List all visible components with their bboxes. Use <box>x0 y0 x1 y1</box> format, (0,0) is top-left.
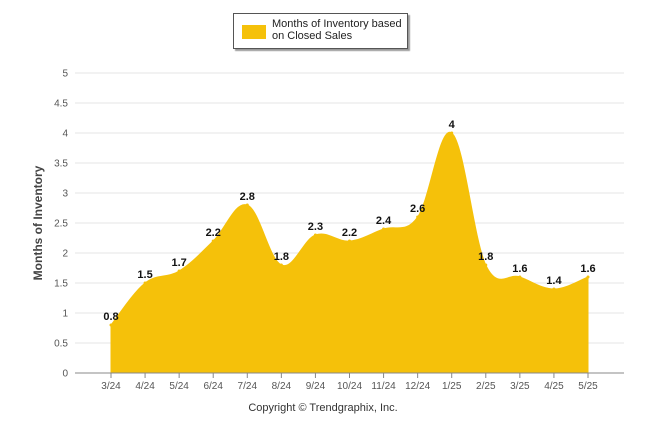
data-label: 1.5 <box>137 269 152 281</box>
y-tick-label: 1 <box>62 309 68 320</box>
legend-label: Months of Inventory based on Closed Sale… <box>272 18 402 42</box>
x-tick-label: 4/24 <box>135 381 155 392</box>
data-label: 2.2 <box>206 227 221 239</box>
x-tick-label: 5/24 <box>169 381 189 392</box>
y-tick-label: 4.5 <box>54 99 68 110</box>
data-point <box>313 233 317 237</box>
data-label: 1.8 <box>274 251 289 263</box>
x-tick-label: 11/24 <box>371 381 396 392</box>
y-tick-label: 5 <box>62 69 68 80</box>
data-point <box>143 281 147 285</box>
axis-layer: 0 0.5 1 1.5 2 2.5 3 3.5 4 4.5 5 3/24 4/24 5/24 6/24 7/2… <box>54 69 624 392</box>
data-point <box>109 323 113 327</box>
x-tick-label: 5/25 <box>578 381 598 392</box>
x-tick-label: 6/24 <box>203 381 223 392</box>
y-tick-label: 0.5 <box>54 339 68 350</box>
x-tick-label: 7/24 <box>238 381 258 392</box>
area-layer <box>109 131 590 374</box>
x-tick-label: 3/24 <box>101 381 121 392</box>
y-tick-label: 1.5 <box>54 279 68 290</box>
y-tick-label: 3 <box>62 189 68 200</box>
data-label: 2.4 <box>376 215 392 227</box>
data-label: 1.6 <box>512 263 527 275</box>
data-label: 1.4 <box>546 275 562 287</box>
data-label: 0.8 <box>103 311 118 323</box>
y-tick-label: 2 <box>62 249 68 260</box>
data-label: 1.8 <box>478 251 493 263</box>
data-point <box>450 131 454 135</box>
data-point <box>211 239 215 243</box>
data-point <box>518 275 522 279</box>
data-point <box>245 203 249 207</box>
x-tick-label: 4/25 <box>544 381 564 392</box>
data-label: 2.8 <box>240 191 255 203</box>
data-point <box>552 287 556 291</box>
y-axis-title: Months of Inventory <box>31 165 45 280</box>
data-label: 4 <box>449 119 456 131</box>
data-point <box>484 263 488 267</box>
x-tick-label: 2/25 <box>476 381 496 392</box>
copyright-text: Copyright © Trendgraphix, Inc. <box>248 402 398 414</box>
y-tick-label: 4 <box>62 129 68 140</box>
y-tick-label: 3.5 <box>54 159 68 170</box>
data-label: 2.6 <box>410 203 425 215</box>
x-tick-label: 9/24 <box>306 381 326 392</box>
y-tick-label: 2.5 <box>54 219 68 230</box>
data-label: 1.7 <box>171 257 186 269</box>
x-tick-label: 1/25 <box>442 381 462 392</box>
data-label-layer: 0.8 1.5 1.7 2.2 2.8 1.8 2.3 2.2 2.4 2.6 4 1.8 1.6 1.4… <box>103 119 595 323</box>
data-label: 2.3 <box>308 221 323 233</box>
data-label: 2.2 <box>342 227 357 239</box>
data-point <box>416 215 420 219</box>
legend: Months of Inventory based on Closed Sale… <box>233 13 408 49</box>
data-point <box>586 275 590 279</box>
x-tick-label: 12/24 <box>405 381 430 392</box>
data-point <box>348 239 351 243</box>
x-tick-label: 8/24 <box>272 381 292 392</box>
x-tick-label: 10/24 <box>337 381 362 392</box>
legend-swatch <box>242 25 266 39</box>
area-series <box>110 132 589 374</box>
data-point <box>177 269 181 273</box>
y-tick-label: 0 <box>62 369 68 380</box>
x-tick-label: 3/25 <box>510 381 530 392</box>
data-point <box>382 227 386 231</box>
data-label: 1.6 <box>580 263 595 275</box>
data-point <box>279 263 283 267</box>
